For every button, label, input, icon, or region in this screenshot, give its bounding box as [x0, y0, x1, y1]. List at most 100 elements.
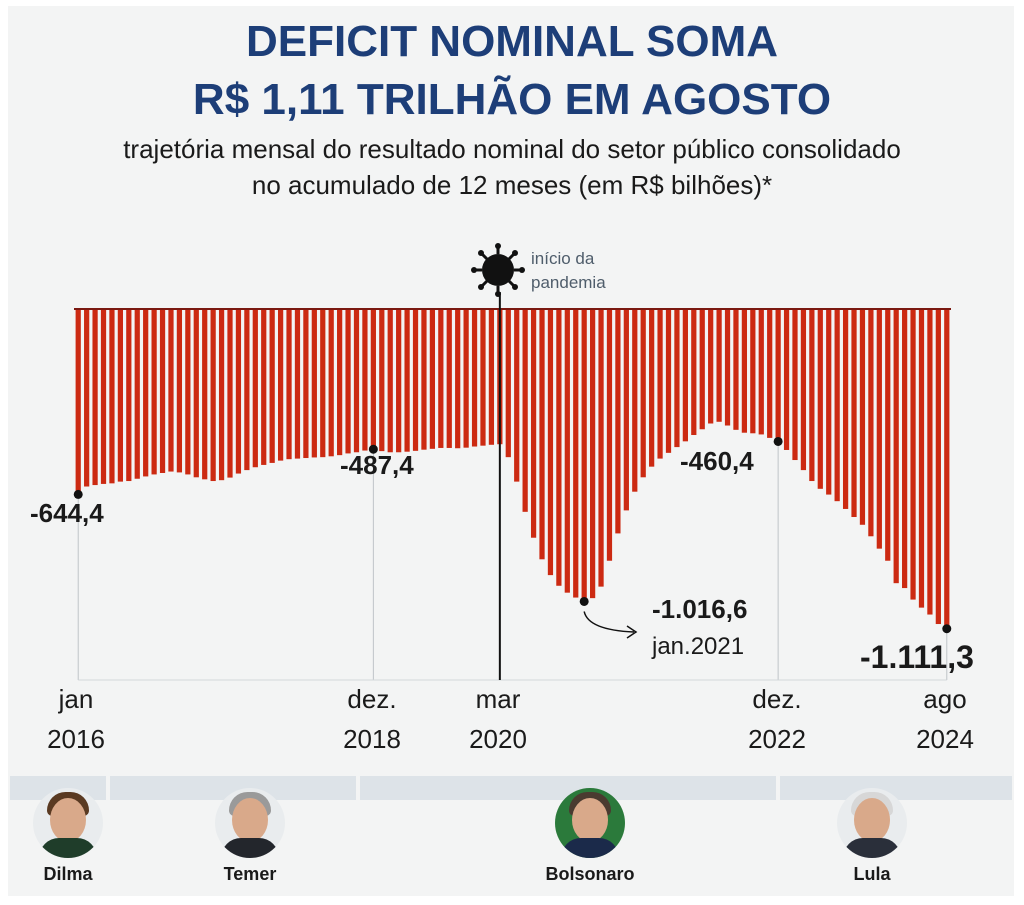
- avatar: [555, 788, 625, 858]
- guide-lines: [77, 292, 948, 681]
- value-dot: [579, 596, 589, 606]
- avatar: [215, 788, 285, 858]
- data-label: -1.016,6: [652, 594, 747, 624]
- bar: [227, 309, 233, 478]
- bar: [252, 309, 258, 468]
- bar: [303, 309, 309, 459]
- bar: [564, 309, 570, 593]
- x-tick-label-month: dez.: [752, 684, 801, 714]
- bar: [682, 309, 688, 442]
- value-dot: [73, 489, 83, 499]
- bar: [379, 309, 385, 452]
- x-tick-label-month: ago: [923, 684, 966, 714]
- bar: [277, 309, 284, 461]
- bar: [463, 309, 469, 448]
- bar: [665, 309, 672, 453]
- bar: [918, 309, 925, 608]
- bar: [337, 309, 343, 456]
- bar: [151, 309, 157, 475]
- bar: [75, 309, 81, 495]
- x-tick-label-month: jan: [58, 684, 94, 714]
- pandemic-label-line1: início da: [531, 249, 595, 268]
- virus-icon: [471, 243, 525, 297]
- president-name: Lula: [853, 864, 891, 884]
- bar: [581, 309, 587, 602]
- bar: [716, 309, 722, 422]
- bar: [902, 309, 908, 589]
- bar: [429, 309, 436, 449]
- bar: [708, 309, 714, 424]
- bar: [210, 309, 216, 482]
- bar: [387, 309, 393, 453]
- bar: [471, 309, 478, 447]
- data-label: -1.111,3: [860, 639, 974, 675]
- chart-subtitle-line1: trajetória mensal do resultado nominal d…: [123, 134, 901, 164]
- chart-title-line2: R$ 1,11 TRILHÃO EM AGOSTO: [192, 75, 832, 124]
- bar: [615, 309, 621, 534]
- bar: [168, 309, 174, 472]
- data-label: -460,4: [680, 446, 754, 476]
- bar: [320, 309, 326, 458]
- bar: [92, 309, 98, 486]
- bar: [438, 309, 444, 448]
- bar: [159, 309, 166, 473]
- annotation-arrowhead: [626, 625, 638, 639]
- annotation-group: -644,4 -487,4 -1.016,6 jan.2021 -460,4 -1.111…: [30, 436, 974, 675]
- bar: [421, 309, 427, 450]
- bar: [345, 309, 351, 454]
- bar: [488, 309, 495, 445]
- president-temer: Temer: [190, 788, 310, 885]
- annotation-arrow: [583, 611, 635, 633]
- bar: [328, 309, 334, 457]
- bar: [876, 309, 882, 549]
- value-dot: [773, 436, 783, 446]
- avatar: [837, 788, 907, 858]
- x-tick-label-year: 2018: [343, 724, 401, 754]
- bar: [218, 309, 225, 481]
- bar: [792, 309, 798, 461]
- bar: [100, 309, 107, 484]
- bar: [927, 309, 933, 615]
- bar: [623, 309, 629, 511]
- bar: [809, 309, 815, 482]
- bar: [530, 309, 537, 538]
- bar: [556, 309, 562, 586]
- bar: [851, 309, 857, 518]
- bar: [724, 309, 731, 426]
- president-name: Temer: [223, 864, 277, 884]
- data-label-date: jan.2021: [651, 633, 744, 660]
- bar: [176, 309, 183, 473]
- bar: [826, 309, 832, 495]
- bar: [834, 309, 840, 502]
- bar: [691, 309, 697, 436]
- bar: [362, 309, 368, 451]
- bar: [143, 309, 149, 477]
- bar: [396, 309, 402, 453]
- bar-group: [75, 309, 950, 629]
- bar: [944, 309, 950, 629]
- bar: [193, 309, 199, 478]
- x-tick-label-year: 2020: [469, 724, 527, 754]
- bar: [750, 309, 756, 434]
- bar: [817, 309, 823, 489]
- bar: [311, 309, 317, 458]
- bar: [109, 309, 115, 484]
- bar: [699, 309, 705, 430]
- bar: [590, 309, 596, 599]
- pandemic-label-line2: pandemia: [531, 273, 606, 292]
- bar: [84, 309, 90, 487]
- value-dot: [942, 624, 952, 634]
- value-dot: [368, 444, 378, 454]
- president-lula: Lula: [812, 788, 932, 885]
- bar: [269, 309, 275, 463]
- bar: [640, 309, 646, 478]
- bar: [649, 309, 655, 467]
- bar: [126, 309, 132, 482]
- x-tick-group: jan 2016 dez. 2018 mar 2020 dez. 2022 ago 2024: [47, 684, 974, 754]
- data-label: -644,4: [30, 498, 104, 528]
- x-tick-label-year: 2022: [748, 724, 806, 754]
- bar: [758, 309, 764, 435]
- bar-chart: -644,4 -487,4 -1.016,6 jan.2021 -460,4 -1.111…: [30, 243, 974, 754]
- bar: [868, 309, 874, 537]
- bar: [741, 309, 748, 433]
